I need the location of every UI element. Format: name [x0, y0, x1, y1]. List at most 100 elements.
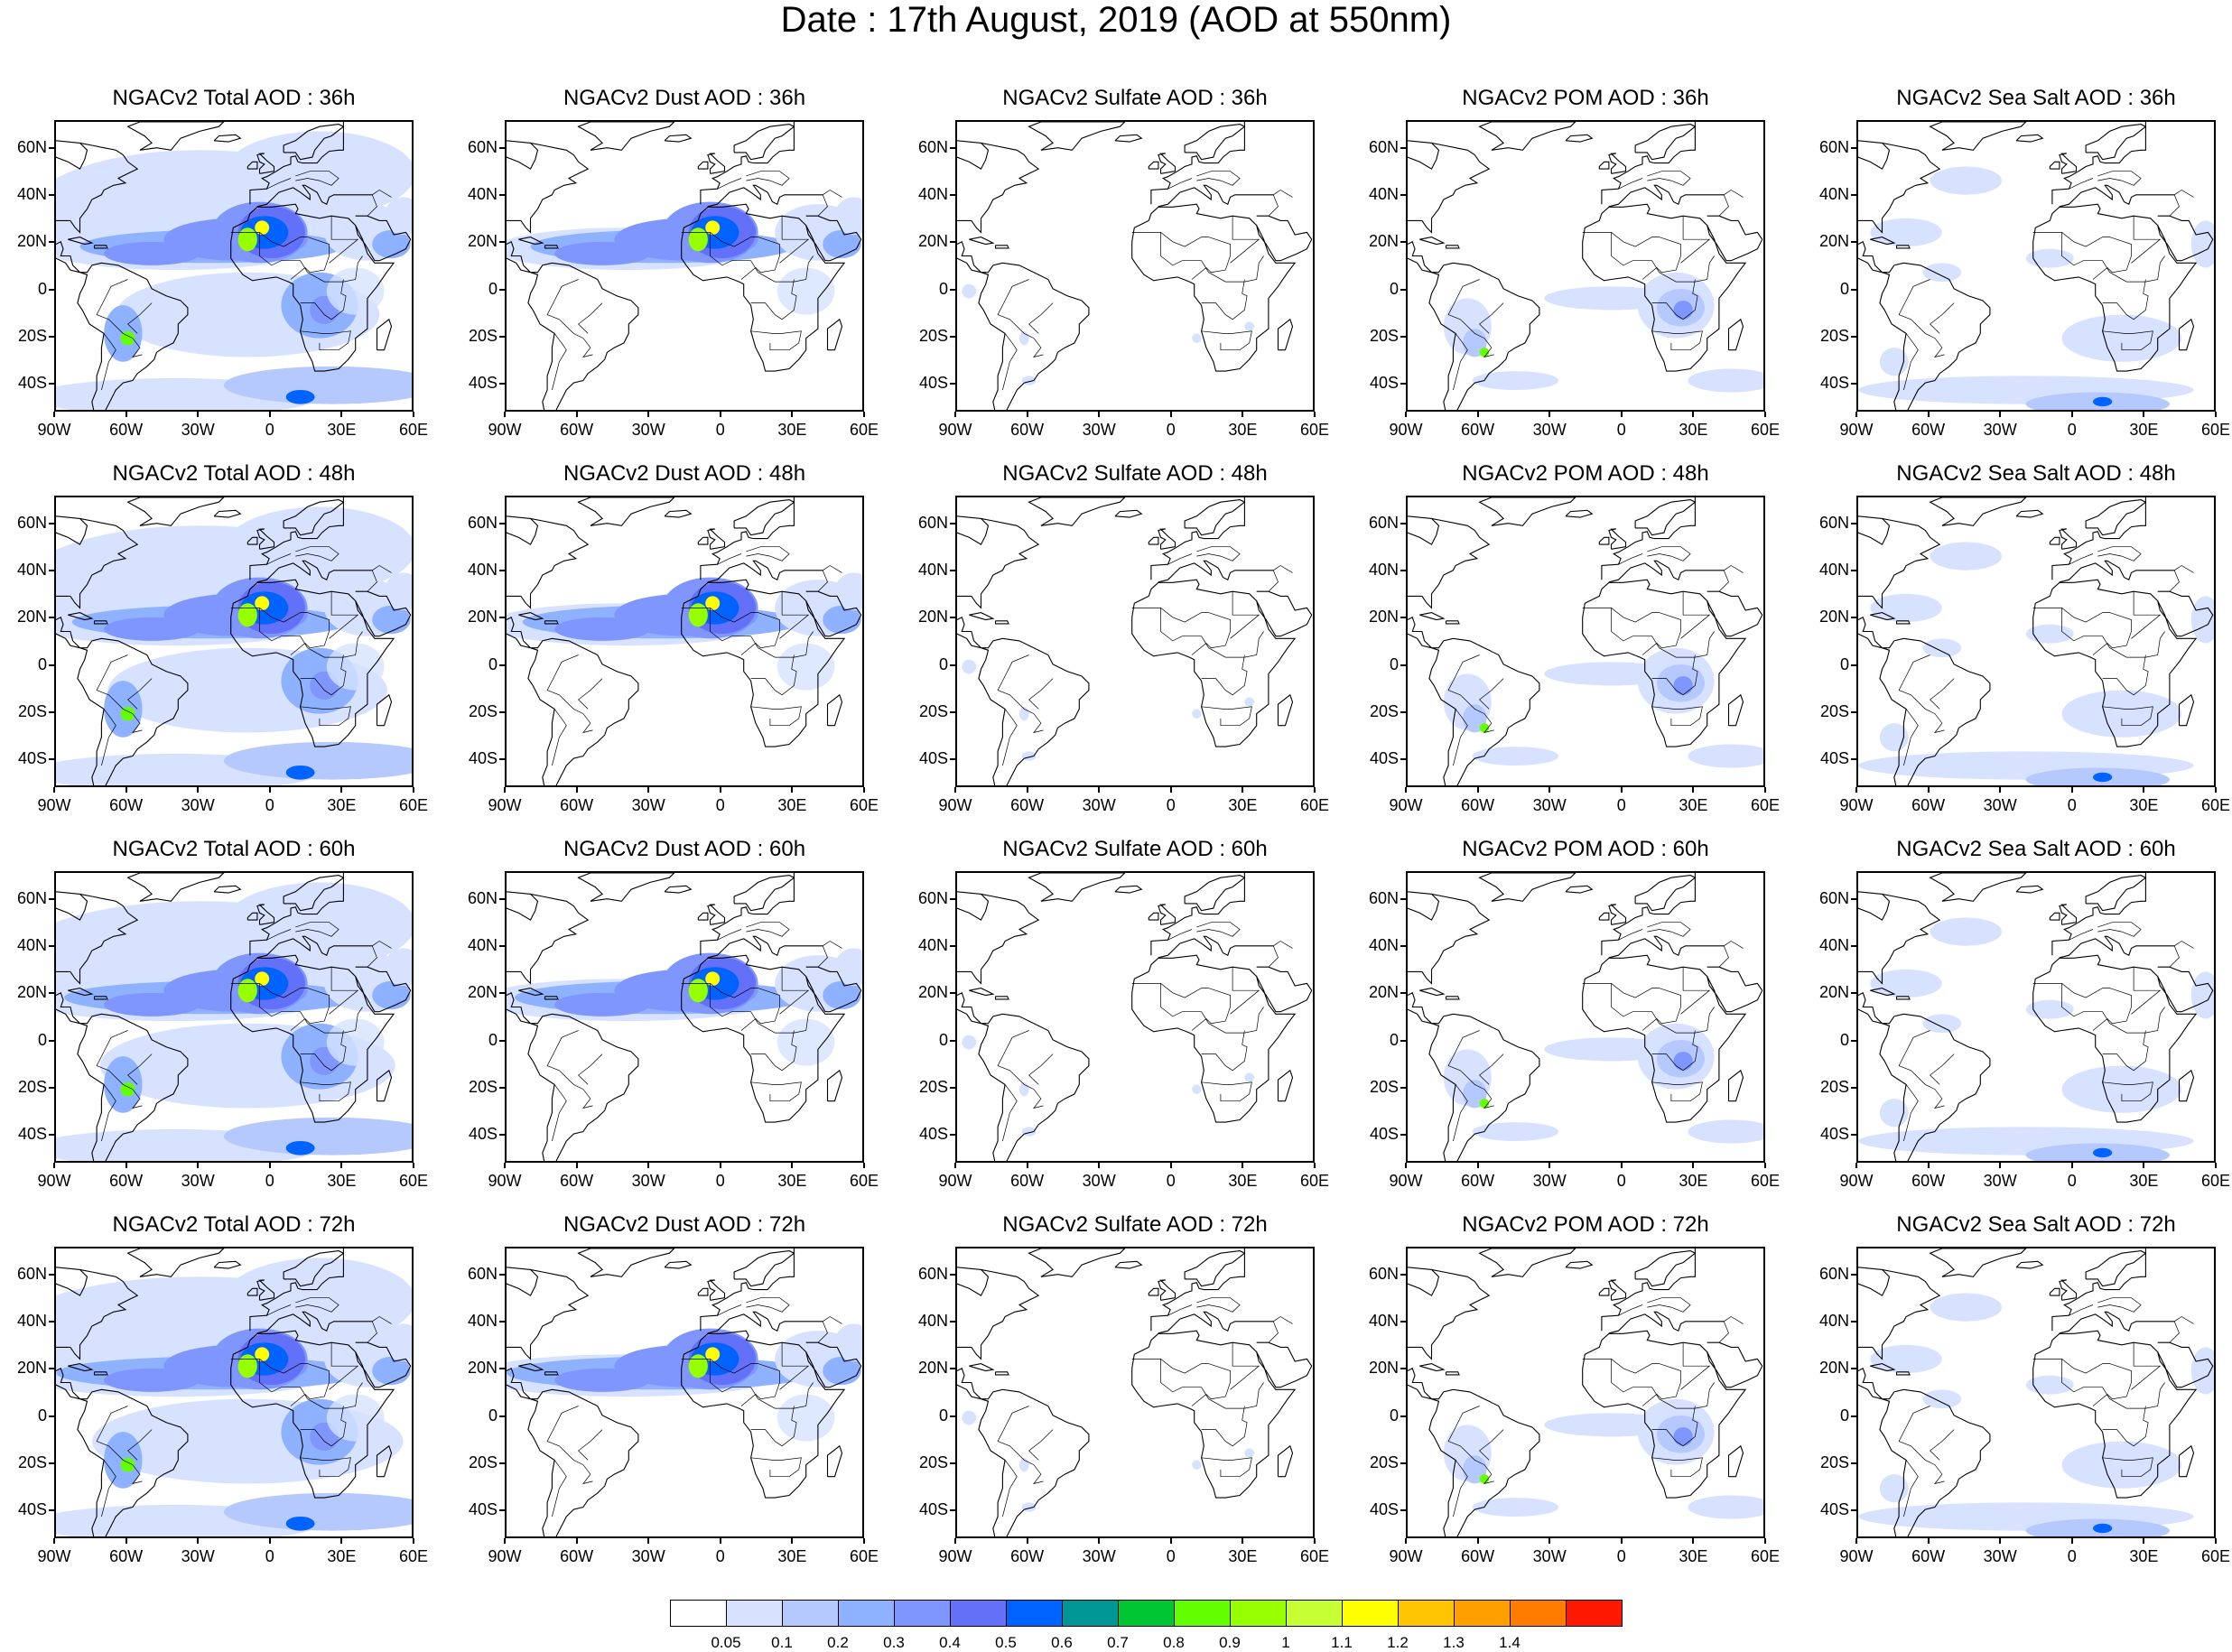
colorbar-label: 0.5 — [995, 1634, 1017, 1651]
latitude-tick — [1400, 241, 1406, 244]
coastline — [213, 1260, 242, 1269]
latitude-tick-label: 60N — [917, 1265, 948, 1284]
coastline — [1158, 528, 1176, 550]
country-border — [710, 1359, 814, 1409]
country-border — [1453, 1084, 1468, 1142]
coastline — [1408, 617, 1540, 785]
latitude-tick — [1400, 335, 1406, 338]
colorbar-swatch — [1398, 1600, 1455, 1627]
aod-shading — [1472, 1498, 1559, 1517]
latitude-tick — [49, 570, 54, 572]
longitude-tick — [268, 1163, 271, 1168]
country-border — [1898, 1030, 1945, 1109]
longitude-tick — [1169, 1163, 1172, 1168]
latitude-tick-label: 20N — [467, 1359, 498, 1378]
aod-shading — [705, 971, 721, 987]
country-border — [1647, 922, 1691, 937]
longitude-tick — [504, 1163, 506, 1168]
country-border — [266, 929, 292, 941]
aod-map — [1858, 497, 2214, 785]
coastline — [56, 515, 139, 609]
coastline — [507, 1368, 639, 1536]
colorbar-label: 0.1 — [771, 1634, 793, 1651]
coastline — [1634, 499, 1697, 536]
coastline — [1858, 992, 1991, 1161]
coastline — [1601, 1248, 1696, 1332]
colorbar-label: 1 — [1281, 1634, 1290, 1651]
latitude-tick — [1851, 898, 1856, 901]
country-border — [552, 1460, 567, 1517]
longitude-tick — [1999, 1538, 2002, 1544]
latitude-tick — [1400, 710, 1406, 713]
coastline — [957, 518, 990, 545]
country-border — [1651, 1457, 1703, 1478]
coastline — [1895, 245, 1911, 249]
coastline — [507, 1269, 539, 1296]
country-border — [1680, 1342, 1711, 1390]
longitude-tick — [125, 412, 127, 417]
longitude-tick-label: 30W — [1082, 796, 1116, 814]
country-border — [710, 232, 814, 283]
latitude-tick-label: 40N — [1368, 936, 1399, 955]
latitude-tick — [1400, 288, 1406, 291]
longitude-tick — [1242, 412, 1244, 417]
country-border — [96, 1406, 143, 1485]
coastline — [56, 518, 88, 545]
coastline — [2059, 935, 2175, 959]
longitude-tick-label: 90W — [1389, 421, 1423, 439]
coastline — [1858, 518, 1891, 545]
country-border — [997, 654, 1044, 734]
coastline — [1445, 996, 1460, 1000]
aod-shading — [834, 572, 862, 611]
country-border — [1196, 171, 1241, 186]
country-border — [817, 941, 842, 968]
latitude-tick-label: 40S — [468, 748, 498, 767]
country-border — [750, 1030, 797, 1072]
latitude-tick — [49, 1086, 54, 1089]
latitude-tick — [1851, 664, 1856, 666]
coastline — [1150, 497, 1245, 580]
longitude-tick-label: 30E — [1228, 796, 1258, 814]
coastline — [2015, 885, 2044, 894]
longitude-tick — [1169, 787, 1172, 793]
country-border — [1582, 232, 1681, 280]
latitude-tick-label: 60N — [467, 514, 498, 533]
latitude-tick-label: 0 — [488, 279, 498, 298]
coastline — [664, 134, 693, 143]
coastline — [664, 885, 693, 894]
coastline — [826, 1069, 843, 1102]
country-border — [96, 654, 143, 734]
longitude-tick-label: 90W — [37, 796, 71, 814]
longitude-tick-label: 30W — [631, 421, 665, 439]
country-border — [300, 330, 351, 351]
colorbar-swatch — [838, 1600, 895, 1627]
country-border — [746, 546, 790, 561]
aod-map — [56, 122, 412, 410]
coastline — [1184, 124, 1246, 161]
aod-shading — [223, 741, 412, 780]
country-border — [300, 279, 347, 320]
coastline — [1408, 992, 1540, 1161]
longitude-tick-label: 90W — [1389, 1172, 1423, 1190]
coastline — [1158, 153, 1176, 174]
aod-shading — [1479, 723, 1490, 733]
country-border — [367, 565, 392, 592]
country-border — [2097, 546, 2142, 561]
aod-shading — [326, 1394, 385, 1442]
latitude-tick — [49, 1133, 54, 1136]
longitude-tick-label: 60E — [1299, 1172, 1330, 1190]
aod-shading — [777, 267, 835, 315]
latitude-tick-label: 40S — [918, 1499, 948, 1518]
country-border — [1718, 565, 1744, 592]
country-border — [2032, 1359, 2132, 1406]
latitude-tick — [1400, 1368, 1406, 1370]
country-border — [2069, 553, 2094, 565]
country-border — [1647, 171, 1691, 186]
aod-shading — [285, 389, 315, 404]
coastline — [733, 124, 795, 161]
longitude-tick-label: 0 — [715, 796, 725, 814]
latitude-tick — [1400, 382, 1406, 385]
coastline — [1929, 122, 2027, 151]
longitude-tick-label: 90W — [938, 421, 972, 439]
latitude-tick-label: 40N — [1818, 561, 1849, 580]
